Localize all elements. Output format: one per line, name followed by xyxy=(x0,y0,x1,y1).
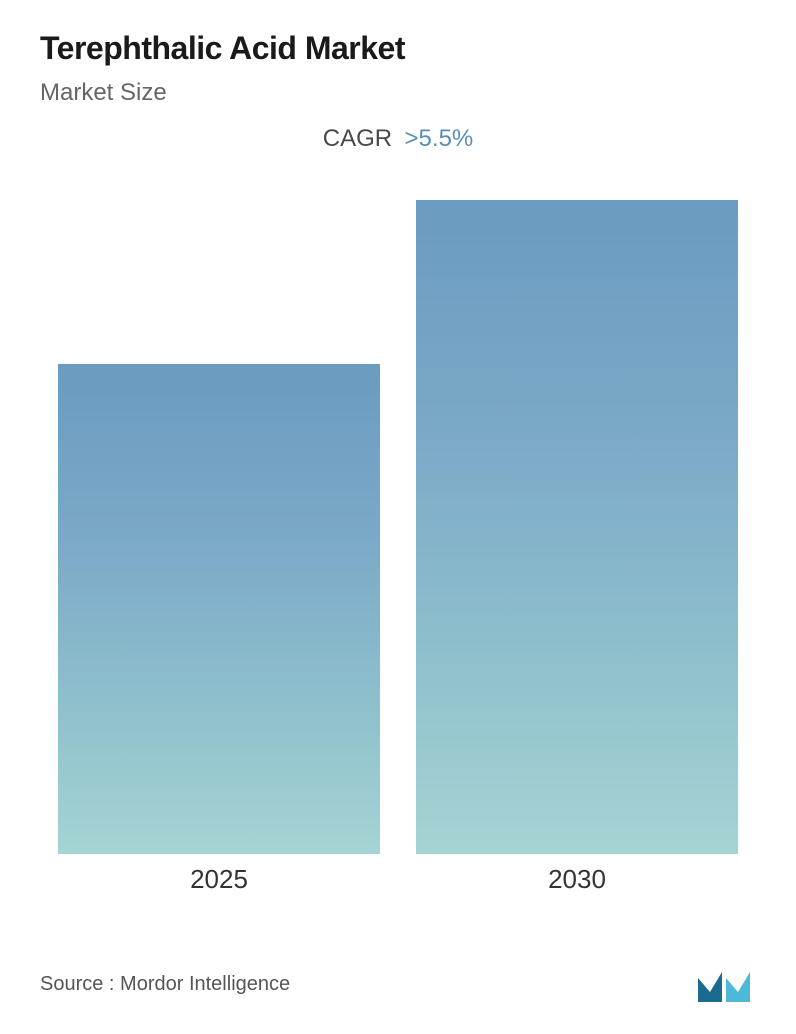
chart-container: Terephthalic Acid Market Market Size CAG… xyxy=(0,0,796,1034)
chart-subtitle: Market Size xyxy=(40,79,756,107)
footer: Source : Mordor Intelligence xyxy=(40,964,756,1004)
chart-title: Terephthalic Acid Market xyxy=(40,30,756,67)
bar-2025 xyxy=(58,364,380,855)
x-labels-row: 2025 2030 xyxy=(40,854,756,904)
brand-logo-icon xyxy=(696,964,756,1004)
bars-group xyxy=(40,200,756,854)
cagr-label: CAGR xyxy=(323,125,392,152)
x-label-2030: 2030 xyxy=(416,864,738,895)
source-text: Source : Mordor Intelligence xyxy=(40,973,290,996)
bar-wrap-2030 xyxy=(416,200,738,854)
cagr-row: CAGR >5.5% xyxy=(40,125,756,153)
chart-area: 2025 2030 xyxy=(40,200,756,904)
bar-2030 xyxy=(416,200,738,854)
bar-wrap-2025 xyxy=(58,200,380,854)
cagr-value: >5.5% xyxy=(405,125,474,152)
x-label-2025: 2025 xyxy=(58,864,380,895)
